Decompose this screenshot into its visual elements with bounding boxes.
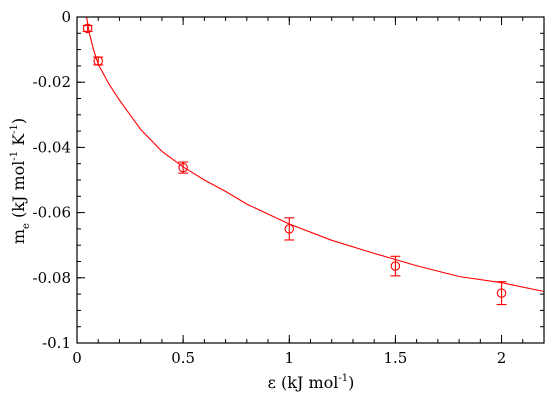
y-tick-label: -0.06 (33, 204, 71, 222)
data-marker (496, 288, 507, 298)
data-marker (93, 56, 103, 66)
y-tick-label: -0.02 (33, 73, 71, 91)
y-tick-label: -0.04 (33, 138, 71, 156)
data-point (93, 56, 104, 66)
data-point (82, 23, 93, 34)
y-axis-ticks: 0 -0.02 -0.04 -0.06 -0.08 -0.1 (33, 8, 544, 352)
y-axis-label: me (kJ mol-1 K-1) (9, 118, 32, 244)
x-tick-label: 1 (284, 349, 294, 367)
data-marker (390, 261, 401, 271)
y-tick-label: 0 (61, 8, 71, 26)
data-marker (82, 23, 93, 34)
data-marker (178, 162, 188, 173)
data-point (178, 161, 189, 174)
x-tick-label: 0.5 (171, 349, 195, 367)
x-tick-label: 1.5 (383, 349, 407, 367)
x-tick-label: 0 (72, 349, 82, 367)
plot-frame (76, 16, 545, 344)
y-tick-label: -0.08 (33, 269, 71, 287)
data-point (284, 217, 295, 241)
data-points (82, 23, 507, 306)
data-point (390, 255, 401, 277)
x-axis-label: ε (kJ mol-1) (268, 373, 355, 392)
data-point (496, 281, 507, 306)
x-tick-label: 2 (497, 349, 507, 367)
fit-curve (86, 16, 545, 293)
data-marker (284, 224, 295, 234)
y-tick-label: -0.1 (42, 334, 71, 352)
x-axis-ticks: 0 0.5 1 1.5 2 (72, 17, 545, 367)
